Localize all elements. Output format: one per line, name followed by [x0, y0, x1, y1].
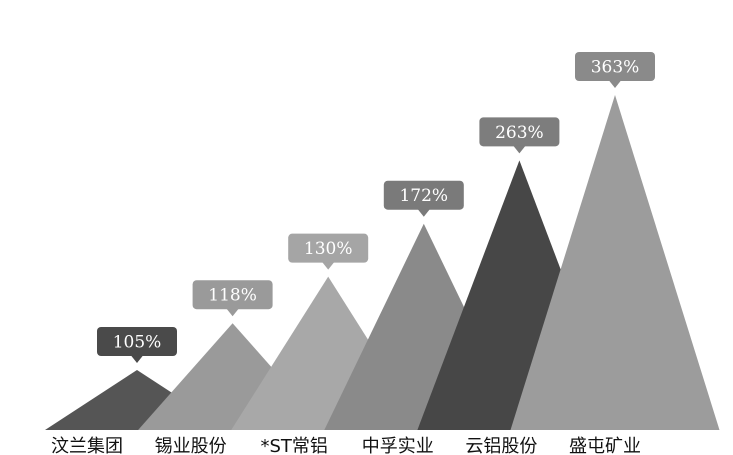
value-label-3: 130%: [304, 239, 353, 259]
value-label-1: 105%: [113, 333, 162, 353]
value-label-4: 172%: [399, 186, 448, 206]
callout-box: [192, 280, 273, 310]
callout-box: [97, 327, 177, 356]
callout-1: 105%: [97, 327, 177, 363]
callout-5: 263%: [479, 117, 560, 154]
callout-2: 118%: [192, 280, 273, 317]
category-label-2: 锡业股份: [155, 436, 227, 455]
callout-box: [575, 52, 655, 81]
callout-pointer: [609, 80, 621, 88]
callout-3: 130%: [288, 233, 369, 270]
category-label-4: 中孚实业: [362, 436, 434, 455]
value-label-5: 263%: [495, 123, 544, 143]
callout-box: [288, 233, 369, 263]
category-label-5: 云铝股份: [465, 436, 537, 455]
callout-pointer: [131, 355, 143, 363]
callout-4: 172%: [383, 180, 464, 217]
callout-box: [383, 180, 464, 210]
bar-6: [510, 95, 720, 430]
bars-group: [45, 95, 720, 431]
callout-pointer: [417, 209, 430, 217]
callout-pointer: [322, 262, 335, 270]
value-label-6: 363%: [591, 58, 640, 78]
callout-6: 363%: [575, 52, 655, 88]
category-label-6: 盛屯矿业: [569, 436, 641, 455]
category-label-3: *ST常铝: [260, 436, 327, 455]
category-label-1: 汶兰集团: [51, 436, 123, 455]
callout-pointer: [513, 145, 526, 154]
callout-box: [479, 117, 560, 147]
value-label-2: 118%: [208, 286, 257, 306]
category-labels-group: 汶兰集团 锡业股份 *ST常铝 中孚实业 云铝股份 盛屯矿业: [51, 436, 641, 455]
callout-pointer: [226, 308, 239, 317]
callouts-group: 105% 118% 130% 172% 263% 363%: [97, 52, 655, 363]
